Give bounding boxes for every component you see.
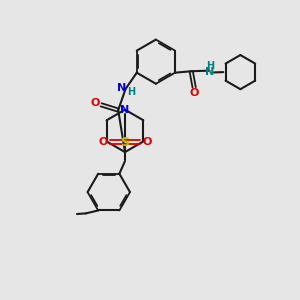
- Text: N: N: [120, 105, 130, 115]
- Text: N: N: [117, 83, 127, 93]
- Text: H: H: [128, 87, 136, 98]
- Text: N: N: [206, 68, 215, 77]
- Text: O: O: [91, 98, 100, 108]
- Text: S: S: [121, 136, 130, 148]
- Text: O: O: [98, 137, 108, 147]
- Text: O: O: [142, 137, 152, 147]
- Text: H: H: [206, 61, 214, 70]
- Text: O: O: [190, 88, 199, 98]
